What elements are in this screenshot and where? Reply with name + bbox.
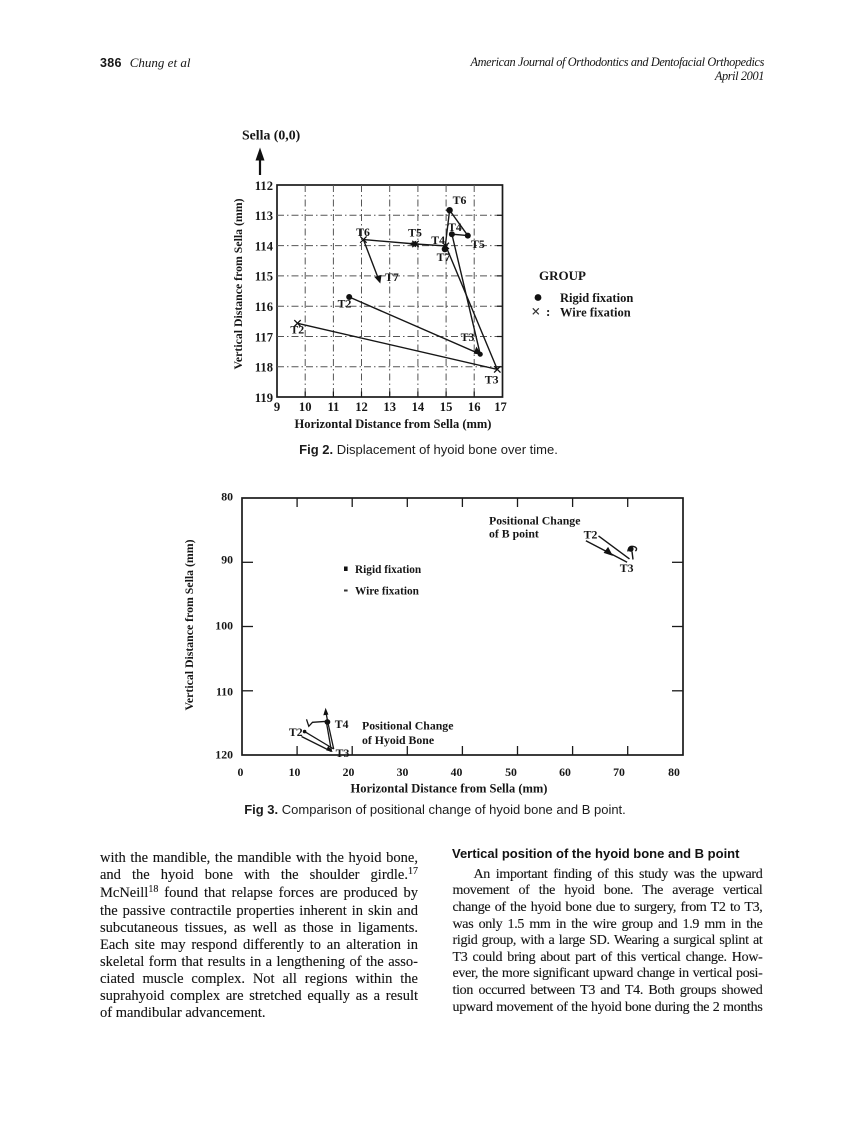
svg-text:GROUP: GROUP (539, 268, 586, 283)
svg-text:15: 15 (440, 400, 453, 414)
svg-text:20: 20 (343, 765, 355, 779)
svg-text:Horizontal Distance from Sella: Horizontal Distance from Sella (mm) (351, 782, 548, 796)
svg-text:40: 40 (451, 765, 463, 779)
svg-text:16: 16 (468, 400, 481, 414)
svg-text:0: 0 (238, 765, 244, 779)
svg-text:114: 114 (255, 239, 274, 253)
svg-text::: : (546, 304, 550, 319)
svg-text:Vertical Distance from Sella (: Vertical Distance from Sella (mm) (182, 539, 196, 710)
svg-text:70: 70 (613, 765, 625, 779)
svg-text:13: 13 (383, 400, 396, 414)
svg-text:of B point: of B point (489, 527, 539, 541)
svg-text:T3: T3 (461, 330, 475, 344)
svg-text:113: 113 (255, 209, 273, 223)
svg-text:80: 80 (221, 490, 233, 504)
svg-text:Wire fixation: Wire fixation (560, 306, 631, 320)
svg-text:14: 14 (412, 400, 425, 414)
svg-text:10: 10 (289, 765, 301, 779)
svg-text:120: 120 (215, 748, 233, 762)
svg-text:T4: T4 (448, 220, 462, 234)
svg-text:Wire fixation: Wire fixation (355, 586, 420, 598)
svg-text:T2: T2 (338, 297, 352, 311)
svg-text:90: 90 (221, 553, 233, 567)
svg-text:Rigid fixation: Rigid fixation (355, 564, 422, 576)
svg-text:110: 110 (216, 685, 233, 699)
svg-text:50: 50 (505, 765, 517, 779)
svg-text:10: 10 (299, 400, 312, 414)
svg-text:T4: T4 (335, 717, 349, 731)
svg-text:T3: T3 (620, 561, 634, 575)
svg-text:T2: T2 (290, 322, 304, 336)
svg-text:12: 12 (355, 400, 368, 414)
svg-text:80: 80 (668, 765, 680, 779)
svg-text:9: 9 (274, 400, 280, 414)
svg-text:112: 112 (255, 179, 273, 193)
svg-text:T3: T3 (336, 746, 350, 760)
svg-text:T6: T6 (356, 225, 370, 239)
svg-text:T2: T2 (289, 725, 303, 739)
svg-text:T4: T4 (431, 233, 445, 247)
svg-text:Sella (0,0): Sella (0,0) (242, 128, 300, 144)
svg-text:T7: T7 (385, 270, 399, 284)
svg-text:of Hyoid Bone: of Hyoid Bone (362, 733, 434, 747)
svg-text:118: 118 (255, 361, 273, 375)
svg-text:T2: T2 (584, 528, 598, 542)
svg-text:T5: T5 (471, 237, 485, 251)
svg-text:T5: T5 (408, 226, 422, 240)
svg-text:11: 11 (327, 400, 339, 414)
svg-text:Positional Change: Positional Change (362, 719, 453, 733)
svg-text:T6: T6 (453, 193, 467, 207)
svg-text:60: 60 (559, 765, 571, 779)
svg-text:17: 17 (494, 400, 507, 414)
svg-text:100: 100 (215, 619, 233, 633)
svg-text:T7: T7 (437, 250, 451, 264)
svg-text:T3: T3 (485, 373, 499, 387)
svg-text:30: 30 (397, 765, 409, 779)
svg-text:Rigid fixation: Rigid fixation (560, 291, 633, 305)
svg-text:Positional Change: Positional Change (489, 514, 580, 528)
svg-text:Horizontal Distance from Sella: Horizontal Distance from Sella (mm) (295, 417, 492, 431)
svg-text:116: 116 (255, 300, 273, 314)
svg-text:119: 119 (255, 391, 273, 405)
svg-text:Vertical Distance from Sella (: Vertical Distance from Sella (mm) (231, 198, 245, 369)
svg-text:115: 115 (255, 270, 273, 284)
svg-text:117: 117 (255, 330, 273, 344)
